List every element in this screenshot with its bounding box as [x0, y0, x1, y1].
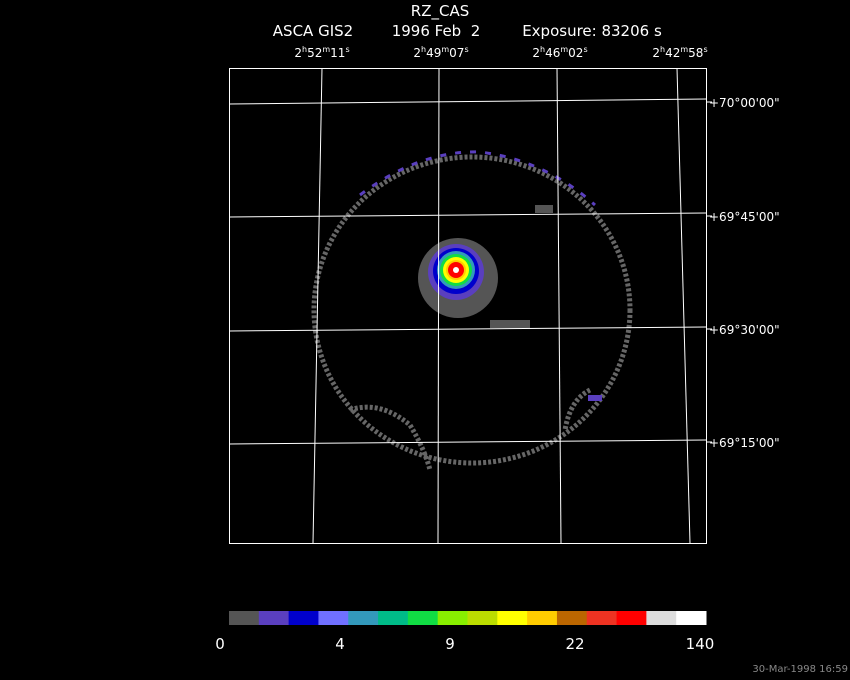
colorbar-segment — [467, 611, 498, 625]
colorbar-segment — [229, 611, 260, 625]
colorbar: 0 4 9 22 140 — [215, 611, 714, 653]
ra-unit: h — [540, 45, 545, 54]
timestamp: 30-Mar-1998 16:59 — [752, 664, 848, 675]
ra-value: 52 — [307, 46, 322, 60]
ra-value: 2 — [294, 46, 302, 60]
colorbar-segment — [497, 611, 528, 625]
ra-unit: m — [560, 45, 568, 54]
blob — [535, 205, 553, 213]
colorbar-segment — [258, 611, 290, 625]
dec-line — [228, 439, 707, 445]
date: 1996 Feb 2 — [392, 22, 481, 40]
ra-value: 2 — [532, 46, 540, 60]
colorbar-segment — [378, 611, 409, 625]
ra-line — [556, 67, 562, 544]
ring-arc — [562, 387, 592, 431]
colorbar-label: 4 — [335, 635, 345, 653]
dec-label: +69°30'00" — [709, 323, 780, 337]
colorbar-label: 9 — [445, 635, 455, 653]
ra-unit: h — [302, 45, 307, 54]
source-peak — [453, 267, 459, 273]
axis-labels: 2h52m11s 2h49m07s 2h46m02s 2h42m58s+70°00'0… — [294, 45, 779, 450]
title: RZ_CAS — [411, 2, 469, 21]
ra-line — [312, 67, 323, 544]
blob — [588, 395, 602, 401]
instrument: ASCA GIS2 — [273, 22, 353, 40]
dec-line — [228, 326, 707, 332]
ra-line — [437, 67, 440, 544]
ra-label: 2h46m02s — [532, 45, 587, 60]
colorbar-segment — [318, 611, 349, 625]
ra-unit: m — [680, 45, 688, 54]
ra-value: 07 — [449, 46, 464, 60]
image-frame — [229, 68, 707, 544]
colorbar-segment — [676, 611, 707, 625]
colorbar-segment — [288, 611, 319, 625]
colorbar-label: 140 — [686, 635, 715, 653]
ra-unit: m — [441, 45, 449, 54]
ra-label: 2h52m11s — [294, 45, 349, 60]
colorbar-segment — [407, 611, 439, 625]
colorbar-segment — [616, 611, 647, 625]
colorbar-label: 22 — [565, 635, 584, 653]
ring-arc — [349, 404, 433, 471]
colorbar-segment — [437, 611, 468, 625]
image — [311, 150, 633, 471]
dec-line — [228, 212, 707, 218]
colorbar-segment — [646, 611, 677, 625]
ra-value: 11 — [330, 46, 345, 60]
ra-value: 2 — [413, 46, 421, 60]
colorbar-segment — [348, 611, 379, 625]
ra-label: 2h49m07s — [413, 45, 468, 60]
ra-value: 42 — [665, 46, 680, 60]
ra-unit: s — [703, 45, 707, 54]
ra-value: 58 — [688, 46, 703, 60]
colorbar-segment — [586, 611, 618, 625]
coordinate-grid — [228, 67, 707, 544]
dec-line — [228, 98, 707, 105]
ra-value: 49 — [426, 46, 441, 60]
blob — [490, 320, 530, 328]
dec-label: +70°00'00" — [709, 96, 780, 110]
ra-unit: h — [421, 45, 426, 54]
dec-label: +69°45'00" — [709, 210, 780, 224]
colorbar-segment — [556, 611, 588, 625]
ra-unit: h — [660, 45, 665, 54]
ra-value: 2 — [652, 46, 660, 60]
ra-label: 2h42m58s — [652, 45, 707, 60]
ra-unit: m — [322, 45, 330, 54]
ra-unit: s — [464, 45, 468, 54]
ra-value: 46 — [545, 46, 560, 60]
ra-unit: s — [583, 45, 587, 54]
detector-ring — [311, 154, 633, 466]
dec-label: +69°15'00" — [709, 436, 780, 450]
ra-line — [676, 67, 691, 544]
colorbar-segment — [527, 611, 558, 625]
colorbar-label: 0 — [215, 635, 225, 653]
exposure: Exposure: 83206 s — [522, 22, 662, 40]
ra-value: 02 — [568, 46, 583, 60]
ra-unit: s — [345, 45, 349, 54]
